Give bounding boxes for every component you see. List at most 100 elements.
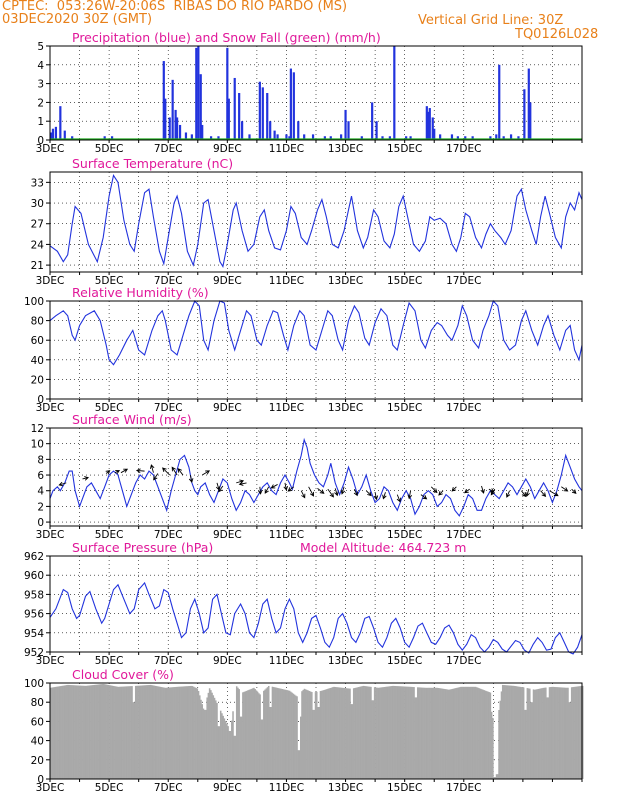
wind-vector-arrow (188, 474, 194, 483)
cloud-cover-bar (269, 707, 271, 779)
precipitation-bar (409, 136, 412, 140)
precipitation-bar (375, 121, 378, 140)
cloud-cover-bar (489, 692, 492, 779)
y-tick-label: 956 (24, 609, 44, 621)
cloud-cover-bar (245, 690, 248, 779)
cloud-cover-bar (359, 686, 361, 779)
panel-title: Cloud Cover (%) (72, 667, 174, 682)
cloud-cover-bar (114, 686, 116, 779)
cloud-cover-bar (574, 686, 577, 779)
cloud-cover-bar (524, 709, 526, 779)
cloud-cover-bar (531, 702, 534, 779)
x-tick-label: 15DEC (387, 143, 422, 155)
cloud-cover-bar (386, 686, 388, 779)
cloud-cover-bar (319, 691, 322, 779)
panel-title: Surface Pressure (hPa) (72, 540, 213, 555)
cloud-cover-bar (332, 687, 334, 779)
cloud-cover-bar (83, 685, 85, 779)
x-tick-label: 13DEC (328, 402, 363, 414)
cloud-cover-bar (495, 774, 498, 779)
cloud-cover-bar (307, 690, 309, 779)
precipitation-bar (289, 68, 292, 140)
cloud-cover-bar (250, 688, 253, 779)
cloud-cover-bar (565, 687, 568, 779)
precipitation-bar (184, 132, 188, 140)
wind-vector-arrow (283, 482, 288, 491)
precipitation-bar (164, 98, 167, 140)
cloud-cover-bar (563, 687, 566, 779)
cloud-cover-bar (471, 686, 473, 779)
cloud-cover-bar (143, 685, 146, 779)
cloud-cover-bar (259, 694, 261, 779)
cloud-cover-bar (469, 686, 472, 779)
cloud-cover-bar (243, 691, 245, 779)
precipitation-bar (168, 117, 171, 140)
x-tick-label: 15DEC (387, 275, 422, 287)
wind-vector-arrow (327, 488, 334, 498)
cloud-cover-bar (75, 685, 78, 779)
cloud-cover-bar (410, 686, 413, 779)
cloud-cover-bar (255, 690, 258, 779)
wind-vector-arrow (540, 490, 547, 498)
cloud-cover-bar (537, 688, 540, 779)
cloud-cover-bar (543, 687, 546, 779)
precipitation-bar (258, 81, 261, 140)
cloud-cover-bar (166, 687, 169, 779)
x-tick-label: 9DEC (213, 402, 242, 414)
precipitation-bar (276, 134, 279, 140)
y-tick-label: 30 (31, 198, 44, 210)
cloud-cover-bar (296, 696, 298, 779)
cloud-cover-bar (573, 686, 575, 779)
cloud-cover-bar (526, 688, 529, 779)
x-tick-label: 7DEC (154, 655, 183, 667)
panel-frame (49, 682, 583, 780)
cloud-cover-bar (380, 687, 382, 779)
cloud-cover-bar (434, 687, 436, 779)
precipitation-bar (311, 134, 315, 140)
cloud-cover-bar (118, 686, 121, 779)
cloud-cover-bar (181, 686, 184, 779)
x-tick-label: 5DEC (95, 143, 124, 155)
cloud-cover-bar (324, 689, 327, 779)
wind-vector-arrow (521, 490, 527, 498)
cloud-cover-bar (423, 687, 425, 779)
cloud-cover-bar (66, 685, 68, 779)
cloud-cover-bar (407, 686, 409, 779)
cloud-cover-bar (414, 697, 417, 779)
cloud-cover-bar (316, 691, 318, 779)
cloud-cover-bar (275, 687, 277, 779)
y-tick-label: 0 (37, 774, 44, 786)
precipitation-bar (110, 136, 114, 140)
cloud-cover-bar (375, 687, 377, 779)
cloud-cover-bar (333, 686, 335, 779)
cloud-cover-bar (169, 687, 171, 779)
y-tick-label: 2 (37, 97, 44, 109)
x-tick-label: 3DEC (36, 143, 65, 155)
precipitation-bar (103, 136, 106, 140)
wind-vector-arrow (135, 468, 145, 474)
cloud-cover-bar (132, 702, 135, 779)
cloud-cover-bar (160, 687, 163, 779)
x-tick-label: 3DEC (36, 655, 65, 667)
cloud-cover-bar (212, 695, 215, 779)
cloud-cover-bar (207, 692, 210, 779)
precipitation-bar (393, 46, 396, 140)
cloud-cover-bar (53, 687, 56, 779)
cloud-cover-bar (398, 686, 401, 779)
x-tick-label: 5DEC (95, 655, 124, 667)
cloud-cover-bar (525, 709, 527, 779)
x-tick-label: 5DEC (95, 402, 124, 414)
cloud-cover-bar (285, 689, 287, 779)
cloud-cover-bar (564, 687, 567, 779)
cloud-cover-bar (277, 688, 280, 779)
y-tick-label: 6 (37, 470, 44, 482)
cloud-cover-bar (187, 686, 190, 779)
cloud-cover-bar (329, 688, 332, 779)
cloud-cover-bar (556, 687, 558, 779)
cloud-cover-bar (370, 686, 372, 779)
wind-vector-arrow (264, 486, 270, 494)
y-tick-label: 2 (37, 501, 44, 513)
cloud-cover-bar (131, 686, 133, 779)
cloud-cover-bar (440, 688, 442, 779)
cloud-cover-bar (569, 702, 572, 779)
